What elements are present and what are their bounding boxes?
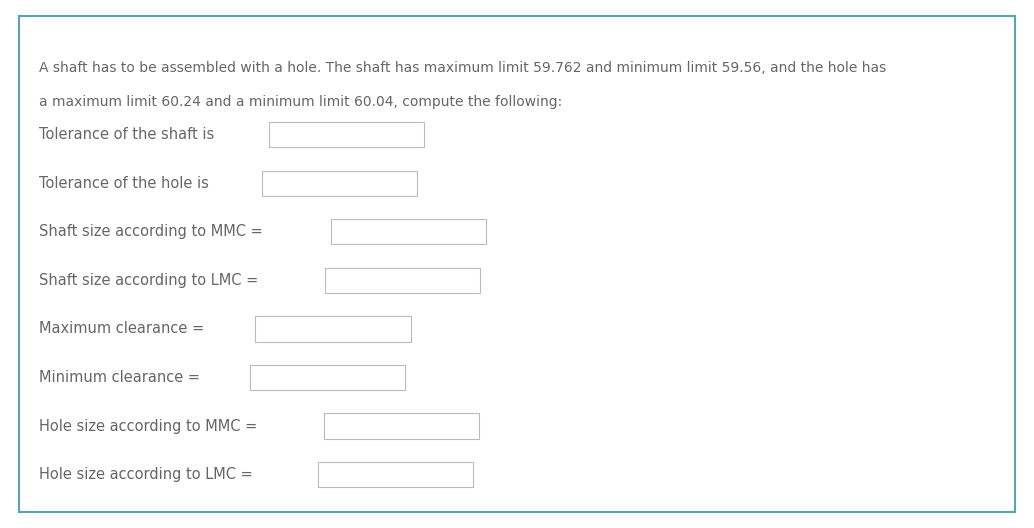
FancyBboxPatch shape — [262, 171, 417, 196]
Text: Shaft size according to MMC =: Shaft size according to MMC = — [39, 224, 263, 239]
FancyBboxPatch shape — [331, 219, 486, 244]
Text: A shaft has to be assembled with a hole. The shaft has maximum limit 59.762 and : A shaft has to be assembled with a hole.… — [39, 61, 886, 75]
Text: Hole size according to LMC =: Hole size according to LMC = — [39, 467, 253, 482]
Text: Tolerance of the shaft is: Tolerance of the shaft is — [39, 127, 214, 142]
FancyBboxPatch shape — [19, 16, 1015, 512]
Text: a maximum limit 60.24 and a minimum limit 60.04, compute the following:: a maximum limit 60.24 and a minimum limi… — [39, 95, 562, 109]
Text: Hole size according to MMC =: Hole size according to MMC = — [39, 419, 257, 433]
FancyBboxPatch shape — [324, 413, 479, 439]
Text: Shaft size according to LMC =: Shaft size according to LMC = — [39, 273, 258, 288]
FancyBboxPatch shape — [318, 462, 474, 487]
FancyBboxPatch shape — [250, 365, 405, 390]
FancyBboxPatch shape — [326, 268, 481, 293]
Text: Minimum clearance =: Minimum clearance = — [39, 370, 201, 385]
Text: Maximum clearance =: Maximum clearance = — [39, 322, 205, 336]
FancyBboxPatch shape — [255, 316, 410, 342]
FancyBboxPatch shape — [269, 122, 424, 147]
Text: Tolerance of the hole is: Tolerance of the hole is — [39, 176, 209, 191]
